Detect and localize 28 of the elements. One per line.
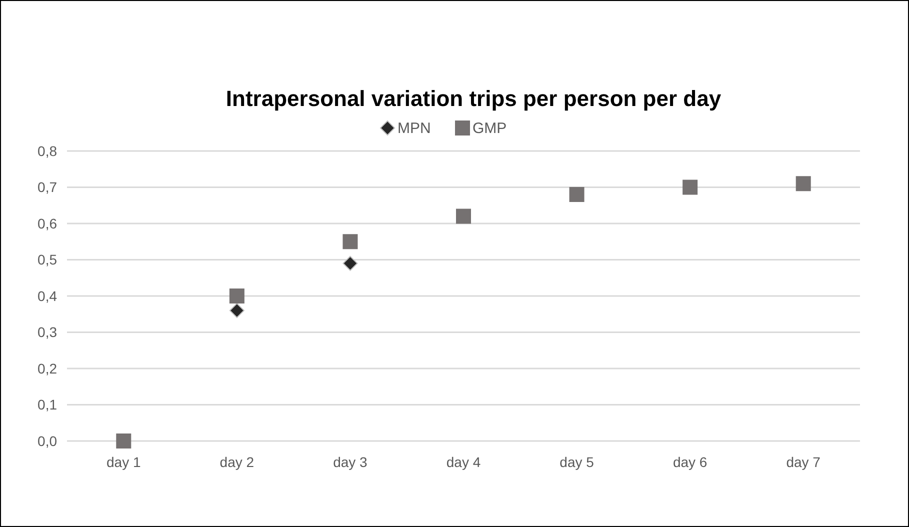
- y-tick-label: 0,6: [38, 215, 58, 232]
- legend-label: MPN: [398, 120, 431, 137]
- x-tick-label: day 6: [672, 454, 708, 470]
- point: [796, 176, 811, 192]
- x-tick-label: day 7: [786, 454, 821, 470]
- x-tick-label: day 2: [220, 454, 254, 470]
- point: [342, 234, 358, 250]
- y-tick-label: 0,3: [38, 324, 58, 340]
- x-tick-label: day 5: [560, 454, 594, 470]
- y-tick-label: 0,5: [38, 252, 58, 268]
- x-tick-label: day 3: [333, 454, 368, 470]
- point: [342, 256, 358, 271]
- x-tick-label: day 1: [106, 454, 141, 470]
- y-tick-label: 0,1: [38, 396, 58, 413]
- y-tick-label: 0,8: [38, 142, 58, 159]
- y-tick-label: 0,7: [38, 179, 58, 196]
- legend-label: GMP: [472, 120, 507, 137]
- y-tick-label: 0,2: [38, 360, 58, 376]
- y-tick-label: 0,4: [38, 288, 58, 304]
- point: [682, 180, 698, 195]
- point: [569, 187, 584, 202]
- x-tick-label: day 4: [446, 454, 481, 470]
- chart-title: Intrapersonal variation trips per person per day: [226, 86, 722, 111]
- y-tick-label: 0,0: [38, 432, 58, 449]
- point: [456, 208, 471, 224]
- point: [229, 288, 244, 304]
- point: [116, 434, 132, 448]
- point: [229, 303, 244, 318]
